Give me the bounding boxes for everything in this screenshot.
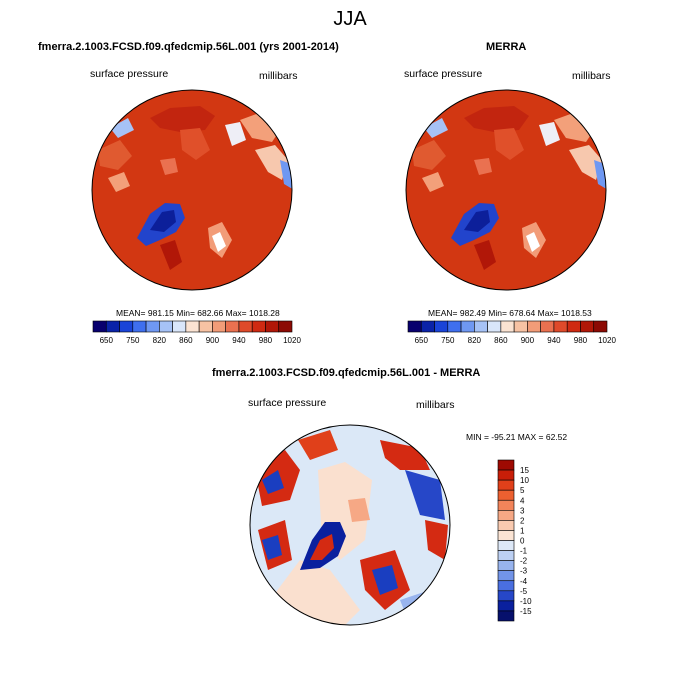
diff-colorbar-swatch — [497, 560, 515, 571]
diff-colorbar-label: 15 — [520, 466, 529, 475]
diff-colorbar-swatch — [497, 459, 515, 471]
diff-colorbar-swatch — [497, 580, 515, 592]
left-colorbar-swatch — [159, 320, 173, 333]
left-colorbar-swatch — [172, 320, 187, 333]
left-polar-map — [91, 89, 293, 291]
diff-colorbar-swatch — [497, 550, 515, 561]
right-colorbar-swatch — [540, 320, 555, 333]
right-colorbar-swatch — [553, 320, 568, 333]
left-colorbar-label: 940 — [232, 336, 246, 345]
right-colorbar-label: 650 — [415, 336, 429, 345]
diff-colorbar-label: 0 — [520, 537, 525, 546]
diff-colorbar-label: -4 — [520, 577, 528, 586]
diff-colorbar-swatch — [497, 520, 515, 531]
diff-colorbar-swatch — [497, 510, 515, 521]
right-colorbar-swatch — [527, 320, 541, 333]
diff-colorbar-label: -3 — [520, 567, 528, 576]
diff-colorbar-swatch — [497, 530, 515, 541]
left-colorbar-swatch — [251, 320, 266, 333]
right-colorbar-swatch — [460, 320, 475, 333]
left-colorbar-swatch — [132, 320, 147, 333]
left-colorbar-swatch — [119, 320, 134, 333]
diff-colorbar-label: -2 — [520, 557, 528, 566]
right-colorbar-swatch — [566, 320, 581, 333]
right-colorbar-label: 750 — [441, 336, 455, 345]
right-colorbar-label: 940 — [547, 336, 561, 345]
left-colorbar-swatch — [225, 320, 240, 333]
right-colorbar-swatch — [407, 320, 422, 333]
left-units-label: millibars — [259, 70, 298, 82]
diff-colorbar-swatch — [497, 610, 515, 622]
right-colorbar-swatch — [487, 320, 502, 333]
left-colorbar-label: 860 — [179, 336, 193, 345]
right-colorbar-label: 980 — [574, 336, 588, 345]
right-colorbar-label: 900 — [521, 336, 535, 345]
diff-polar-map — [249, 424, 451, 626]
right-colorbar-swatch — [434, 320, 449, 333]
diff-colorbar-label: 10 — [520, 476, 529, 485]
left-colorbar-label: 900 — [206, 336, 220, 345]
left-colorbar-swatch — [185, 320, 200, 333]
diff-stats: MIN = -95.21 MAX = 62.52 — [466, 432, 568, 442]
right-variable-label: surface pressure — [404, 68, 483, 80]
right-colorbar-swatch — [420, 320, 435, 333]
diff-colorbar-label: 4 — [520, 496, 525, 505]
right-polar-map — [405, 89, 607, 291]
diff-variable-label: surface pressure — [248, 397, 327, 409]
right-stats: MEAN= 982.49 Min= 678.64 Max= 1018.53 — [428, 308, 592, 318]
diff-colorbar-swatch — [497, 479, 515, 491]
left-colorbar-swatch — [92, 320, 107, 333]
left-stats: MEAN= 981.15 Min= 682.66 Max= 1018.28 — [116, 308, 280, 318]
diff-units-label: millibars — [416, 399, 455, 411]
left-colorbar-swatch — [265, 320, 280, 333]
diff-colorbar-label: 3 — [520, 506, 525, 515]
right-colorbar: 650 750 820 860 900 940 980 1020 — [407, 320, 616, 345]
diff-colorbar-swatch — [497, 489, 515, 501]
right-colorbar-swatch — [580, 320, 595, 333]
diff-colorbar-swatch — [497, 590, 515, 602]
diff-colorbar-label: -10 — [520, 597, 532, 606]
diff-panel-title: fmerra.2.1003.FCSD.f09.qfedcmip.56L.001 … — [212, 367, 481, 379]
diff-colorbar-swatch — [497, 469, 515, 481]
left-colorbar-label: 1020 — [283, 336, 301, 345]
left-colorbar: 650 750 820 860 900 940 980 1020 — [92, 320, 301, 345]
left-panel-title: fmerra.2.1003.FCSD.f09.qfedcmip.56L.001 … — [38, 41, 339, 53]
right-units-label: millibars — [572, 70, 611, 82]
right-colorbar-swatch — [500, 320, 515, 333]
right-colorbar-swatch — [447, 320, 462, 333]
diff-colorbar-label: -15 — [520, 607, 532, 616]
left-colorbar-label: 650 — [100, 336, 114, 345]
left-colorbar-swatch — [212, 320, 226, 333]
diff-colorbar-label: 1 — [520, 526, 525, 535]
diff-colorbar-swatch — [497, 499, 515, 511]
diff-colorbar-swatch — [497, 570, 515, 582]
left-colorbar-swatch — [145, 320, 160, 333]
left-colorbar-swatch — [278, 320, 293, 333]
right-colorbar-swatch — [474, 320, 488, 333]
diff-colorbar-label: -1 — [520, 547, 528, 556]
page-title: JJA — [333, 8, 367, 30]
left-variable-label: surface pressure — [90, 68, 169, 80]
right-panel-title: MERRA — [486, 41, 527, 53]
left-colorbar-label: 820 — [153, 336, 167, 345]
diff-colorbar-swatch — [497, 600, 515, 612]
left-colorbar-swatch — [198, 320, 213, 333]
diff-colorbar-label: 5 — [520, 486, 525, 495]
right-colorbar-swatch — [513, 320, 528, 333]
left-colorbar-swatch — [238, 320, 253, 333]
left-colorbar-label: 750 — [126, 336, 140, 345]
diff-colorbar-label: 2 — [520, 516, 525, 525]
right-colorbar-swatch — [593, 320, 608, 333]
right-colorbar-label: 1020 — [598, 336, 616, 345]
diff-colorbar-label: -5 — [520, 587, 528, 596]
right-colorbar-label: 860 — [494, 336, 508, 345]
diff-colorbar-swatch — [497, 540, 515, 551]
left-colorbar-swatch — [105, 320, 120, 333]
right-colorbar-label: 820 — [468, 336, 482, 345]
left-colorbar-label: 980 — [259, 336, 273, 345]
